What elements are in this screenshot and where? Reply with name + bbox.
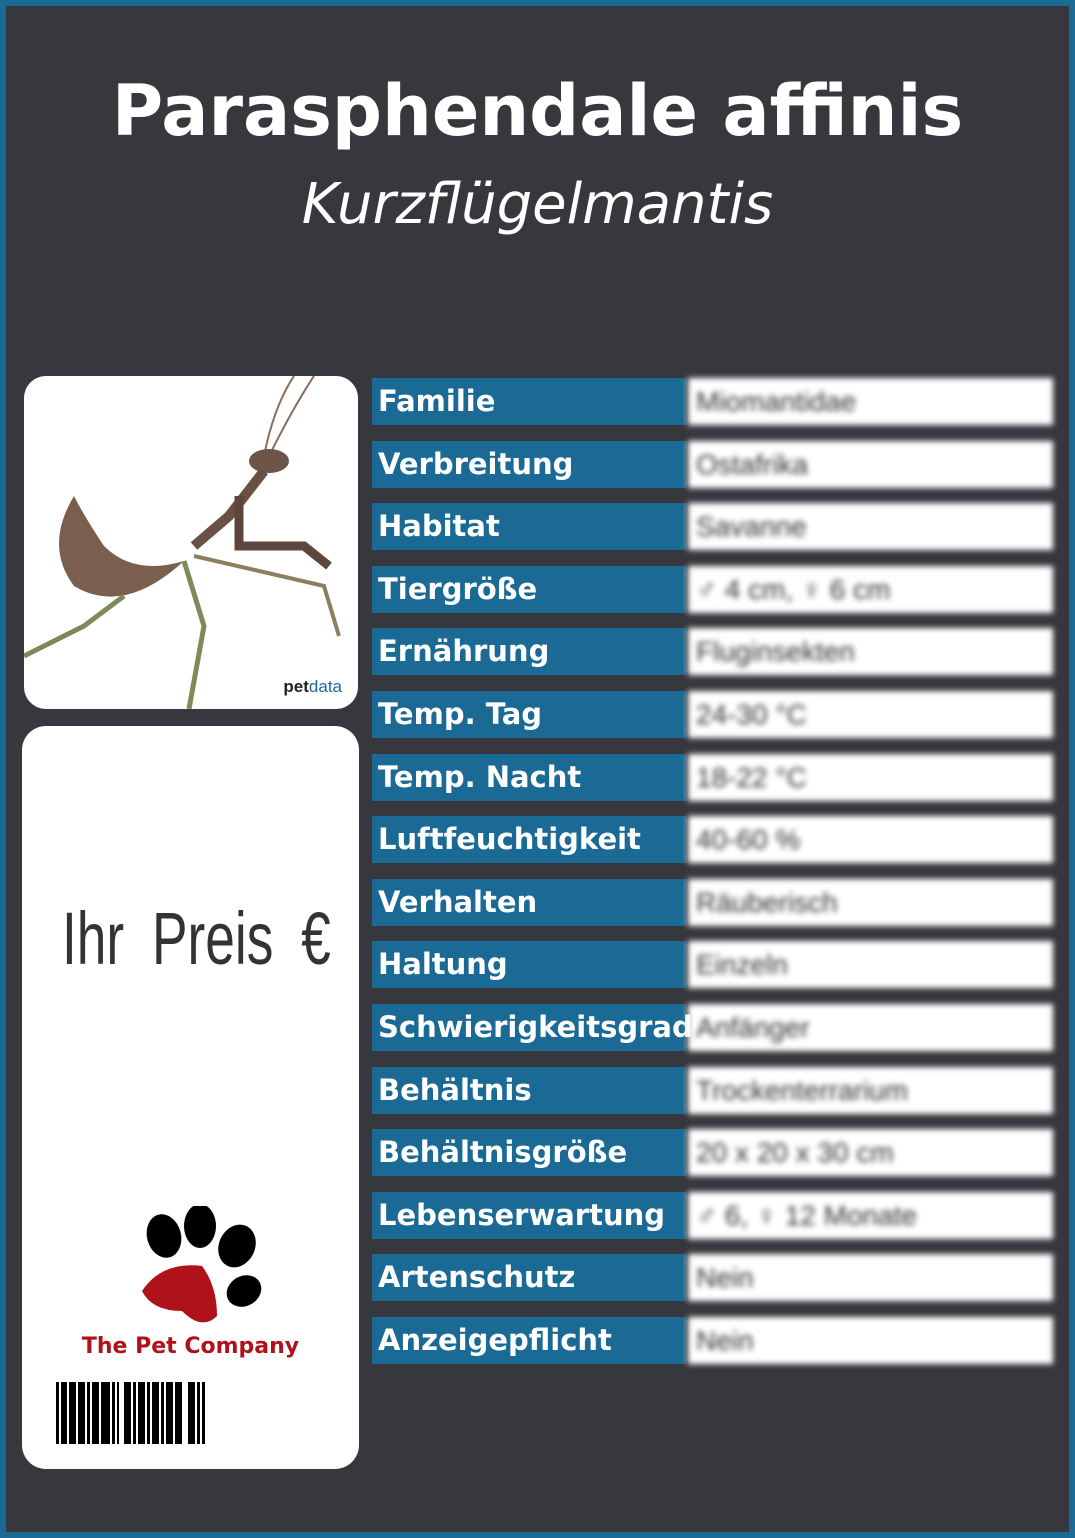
barcode-bar: [133, 1382, 136, 1444]
price-label: Ihr Preis €: [62, 897, 331, 980]
fact-value: Ostafrika: [688, 440, 1053, 488]
fact-label: Lebenserwartung: [372, 1191, 686, 1239]
species-title: Parasphendale affinis: [111, 70, 964, 152]
fact-label: Verbreitung: [372, 440, 686, 488]
fact-row: Temp. Tag 24-30 °C: [372, 691, 1053, 738]
barcode-bar: [138, 1382, 145, 1444]
barcode-bar: [124, 1382, 131, 1444]
fact-value: Anfänger: [688, 1004, 1053, 1051]
fact-label: Verhalten: [372, 878, 686, 926]
fact-row: Behältnisgröße 20 x 20 x 30 cm: [372, 1129, 1053, 1177]
fact-label: Luftfeuchtigkeit: [372, 816, 686, 864]
fact-value: 40-60 %: [688, 816, 1053, 864]
fact-value: Fluginsekten: [688, 628, 1053, 676]
fact-value: ♂ 6, ♀ 12 Monate: [688, 1191, 1053, 1239]
fact-value: Miomantidae: [688, 378, 1053, 425]
fact-value: 20 x 20 x 30 cm: [688, 1129, 1053, 1177]
fact-label: Habitat: [372, 503, 686, 551]
fact-label: Temp. Nacht: [372, 753, 686, 801]
fact-label: Behältnis: [372, 1066, 686, 1114]
barcode-bar: [197, 1382, 200, 1444]
barcode-bar: [117, 1382, 119, 1444]
fact-row: Lebenserwartung ♂ 6, ♀ 12 Monate: [372, 1191, 1053, 1239]
fact-label: Schwierigkeitsgrad: [372, 1004, 693, 1051]
fact-value: Savanne: [688, 503, 1053, 551]
fact-value: Nein: [688, 1254, 1053, 1302]
fact-value: 24-30 °C: [688, 691, 1053, 738]
barcode-bar: [147, 1382, 150, 1444]
fact-value: Räuberisch: [688, 878, 1053, 926]
barcode-icon: [56, 1382, 205, 1444]
fact-row: Tiergröße ♂ 4 cm, ♀ 6 cm: [372, 565, 1053, 613]
fact-value: 18-22 °C: [688, 753, 1053, 801]
fact-row: Anzeigepflicht Nein: [372, 1317, 1053, 1364]
fact-row: Verbreitung Ostafrika: [372, 440, 1053, 488]
fact-label: Artenschutz: [372, 1254, 686, 1302]
barcode-bar: [175, 1382, 182, 1444]
fact-row: Temp. Nacht 18-22 °C: [372, 753, 1053, 801]
fact-label: Tiergröße: [372, 565, 686, 613]
mantis-icon: [24, 376, 341, 709]
brand-name: The Pet Company: [81, 1334, 300, 1359]
barcode-bar: [87, 1382, 90, 1444]
barcode-bar: [101, 1382, 110, 1444]
barcode-bar: [61, 1382, 67, 1444]
barcode-bar: [202, 1382, 205, 1444]
fact-value: Trockenterrarium: [688, 1066, 1053, 1114]
fact-row: Ernährung Fluginsekten: [372, 628, 1053, 676]
common-name: Kurzflügelmantis: [301, 172, 774, 237]
barcode-bar: [161, 1382, 164, 1444]
fact-label: Anzeigepflicht: [372, 1317, 686, 1364]
fact-label: Haltung: [372, 941, 686, 989]
barcode-bar: [56, 1382, 59, 1444]
fact-row: Artenschutz Nein: [372, 1254, 1053, 1302]
barcode-bar: [78, 1382, 85, 1444]
fact-row: Luftfeuchtigkeit 40-60 %: [372, 816, 1053, 864]
barcode-bar: [166, 1382, 173, 1444]
fact-label: Behältnisgröße: [372, 1129, 686, 1177]
barcode-bar: [188, 1382, 195, 1444]
barcode-bar: [152, 1382, 159, 1444]
fact-value: Einzeln: [688, 941, 1053, 989]
barcode-bar: [69, 1382, 76, 1444]
price-card: Ihr Preis € The Pet Company: [22, 726, 359, 1469]
fact-row: Behältnis Trockenterrarium: [372, 1066, 1053, 1114]
fact-value: Nein: [688, 1317, 1053, 1364]
fact-row: Habitat Savanne: [372, 503, 1053, 551]
fact-label: Temp. Tag: [372, 691, 686, 738]
fact-row: Haltung Einzeln: [372, 941, 1053, 989]
fact-value: ♂ 4 cm, ♀ 6 cm: [688, 565, 1053, 613]
fact-label: Familie: [372, 378, 686, 425]
fact-row: Schwierigkeitsgrad Anfänger: [372, 1004, 1053, 1051]
species-photo: petdata: [24, 376, 358, 709]
barcode-bar: [112, 1382, 115, 1444]
fact-label: Ernährung: [372, 628, 686, 676]
petdata-watermark: petdata: [283, 677, 342, 696]
fact-row: Verhalten Räuberisch: [372, 878, 1053, 926]
paw-logo-icon: [142, 1206, 262, 1323]
fact-row: Familie Miomantidae: [372, 378, 1053, 425]
barcode-bar: [92, 1382, 99, 1444]
